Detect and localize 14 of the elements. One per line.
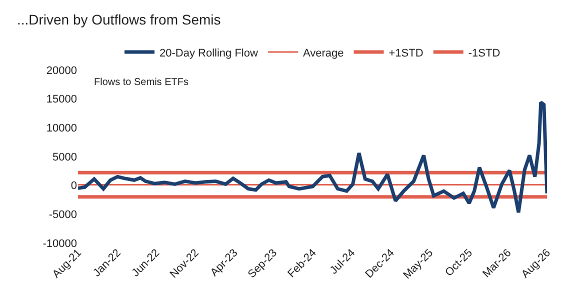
chart-title: ...Driven by Outflows from Semis [16, 11, 221, 28]
y-tick-label: 20000 [46, 64, 77, 77]
y-tick-label: 0 [70, 180, 77, 192]
y-tick-label: -5000 [48, 209, 77, 222]
line-series [78, 100, 547, 214]
y-tick-label: -10000 [42, 238, 77, 250]
legend-label: -1STD [468, 47, 500, 60]
legend-label: 20-Day Rolling Flow [160, 47, 258, 60]
legend-label: Average [302, 47, 344, 60]
annotation: Flows to Semis ETFs [94, 77, 188, 88]
y-tick-label: 5000 [52, 151, 77, 164]
y-tick-label: 10000 [46, 122, 77, 135]
legend-label: +1STD [388, 47, 424, 60]
y-tick-label: 15000 [46, 94, 77, 106]
